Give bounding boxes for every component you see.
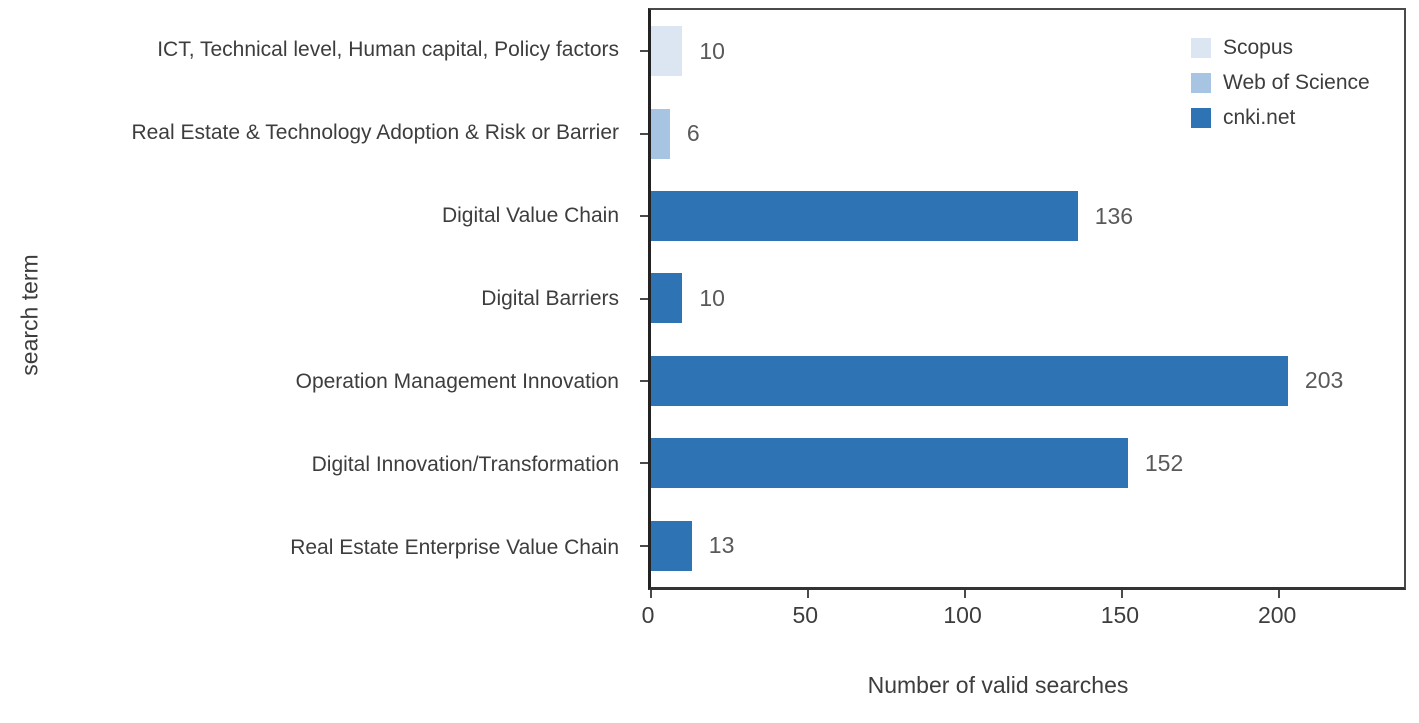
x-axis-title: Number of valid searches: [867, 672, 1129, 698]
bar-value-label: 10: [699, 37, 725, 64]
category-label: Operation Management Innovation: [295, 370, 619, 394]
bar: [651, 26, 683, 77]
y-axis-tick: [640, 462, 648, 465]
category-label: Real Estate Enterprise Value Chain: [290, 536, 619, 560]
legend-swatch-icon: [1191, 38, 1211, 58]
y-axis-tick: [640, 215, 648, 218]
x-axis-tick-label: 50: [792, 602, 819, 628]
x-axis-tick-label: 150: [1100, 602, 1140, 628]
bar-row: 203: [651, 340, 1404, 422]
x-axis-tick: [650, 590, 652, 598]
legend-label: Web of Science: [1223, 71, 1370, 94]
bar-value-label: 203: [1304, 367, 1344, 394]
bar: [651, 355, 1288, 406]
bar-row: 6: [651, 92, 1404, 174]
category-label: Digital Value Chain: [441, 203, 619, 227]
y-axis-tick: [640, 50, 648, 53]
x-axis-tick-label: 200: [1257, 602, 1297, 628]
bar-row: 13: [651, 505, 1404, 587]
bar-value-label: 10: [699, 284, 725, 311]
bar-row: 152: [651, 422, 1404, 504]
legend-item: Web of Science: [1191, 71, 1370, 95]
y-axis-tick: [640, 379, 648, 382]
y-axis-tick: [640, 132, 648, 135]
x-axis-tick: [1120, 590, 1123, 598]
bar-value-label: 152: [1144, 449, 1184, 476]
x-axis-tick-label: 100: [943, 602, 982, 628]
category-label: ICT, Technical level, Human capital, Pol…: [157, 37, 619, 61]
bar: [651, 520, 692, 571]
legend-swatch-icon: [1191, 108, 1211, 128]
bar-rows: 10 6 136 10 203 152 13: [651, 10, 1404, 587]
x-axis-tick: [1277, 590, 1280, 598]
y-axis-tick: [640, 297, 648, 300]
x-axis-tick-label: 0: [641, 602, 655, 628]
legend-swatch-icon: [1191, 73, 1211, 93]
legend-label: Scopus: [1223, 36, 1294, 59]
bar-row: 136: [651, 175, 1404, 257]
y-axis-tick: [640, 544, 648, 547]
bar: [651, 191, 1078, 242]
x-axis-tick: [963, 590, 966, 598]
category-label: Digital Barriers: [481, 286, 619, 310]
x-axis-tick: [806, 590, 809, 598]
bar: [651, 438, 1128, 489]
bar-value-label: 13: [708, 532, 735, 559]
legend: Scopus Web of Science cnki.net: [1191, 36, 1370, 130]
category-label: Digital Innovation/Transformation: [311, 453, 619, 477]
plot-area: 10 6 136 10 203 152 13 Scopus Web of Science cnk…: [640, 8, 1406, 598]
legend-item: cnki.net: [1191, 106, 1370, 130]
category-axis-labels: ICT, Technical level, Human capital, Pol…: [0, 8, 633, 590]
category-label: Real Estate & Technology Adoption & Risk…: [131, 120, 619, 144]
bar-row: 10: [651, 10, 1404, 92]
bar: [651, 273, 683, 324]
bar: [651, 108, 670, 159]
bar-value-label: 6: [686, 120, 700, 147]
bar-value-label: 136: [1094, 202, 1134, 229]
legend-item: Scopus: [1191, 36, 1370, 60]
bar-row: 10: [651, 257, 1404, 339]
legend-label: cnki.net: [1223, 106, 1296, 129]
